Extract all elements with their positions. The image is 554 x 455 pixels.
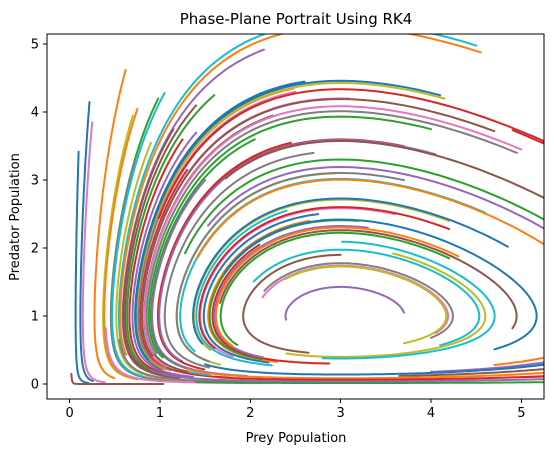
trajectory-line [124, 104, 198, 379]
trajectory-line [131, 131, 198, 378]
trajectory-line [70, 372, 165, 385]
x-axis: 0 1 2 3 4 5 [65, 399, 526, 421]
trajectory-line [119, 34, 482, 356]
trajectory-line [149, 368, 544, 383]
trajectory-line [263, 262, 454, 339]
trajectory-line [207, 166, 544, 373]
trajectory-line [122, 128, 181, 380]
chart-title: Phase-Plane Portrait Using RK4 [180, 10, 413, 28]
trajectory-line [211, 243, 331, 365]
trajectory-line [184, 158, 544, 370]
trajectory-line [195, 381, 544, 384]
trajectory-line [321, 240, 496, 360]
trajectory-line [204, 363, 544, 376]
x-tick-label: 4 [427, 406, 435, 421]
y-tick-label: 0 [31, 378, 39, 393]
trajectory-line [147, 115, 432, 359]
trajectory-line [219, 229, 518, 330]
trajectory-line [242, 253, 342, 354]
y-tick-label: 4 [31, 106, 39, 121]
trajectory-line [74, 150, 90, 385]
trajectory-line [217, 129, 544, 381]
trajectory-line [284, 285, 405, 321]
trajectory-line [111, 92, 166, 378]
x-tick-label: 1 [156, 406, 164, 421]
trajectories [70, 34, 544, 385]
trajectory-line [93, 69, 127, 380]
trajectory-line [163, 151, 315, 369]
trajectory-line [134, 79, 442, 361]
trajectory-line [110, 160, 187, 383]
x-tick-label: 0 [65, 406, 73, 421]
y-tick-label: 3 [31, 174, 39, 189]
trajectory-line [219, 231, 451, 346]
trajectory-line [195, 209, 288, 367]
y-axis-label: Predator Population [8, 153, 23, 281]
trajectory-line [141, 98, 496, 357]
y-axis: 0 1 2 3 4 5 [31, 38, 47, 393]
trajectory-line [126, 94, 216, 377]
trajectory-line [252, 248, 481, 347]
trajectory-line [157, 88, 544, 379]
trajectory-line [117, 34, 478, 356]
trajectory-line [198, 206, 451, 350]
x-tick-label: 3 [337, 406, 345, 421]
x-tick-label: 2 [246, 406, 254, 421]
trajectory-line [135, 82, 446, 361]
trajectory-line [224, 140, 544, 377]
trajectory-line [192, 197, 509, 345]
trajectory-line [81, 121, 106, 384]
x-axis-label: Prey Population [246, 431, 347, 446]
trajectory-line [145, 110, 518, 355]
trajectory-line [285, 252, 487, 358]
trajectory-line [79, 101, 94, 382]
y-tick-label: 1 [31, 310, 39, 325]
y-tick-label: 2 [31, 242, 39, 257]
x-tick-label: 5 [517, 406, 525, 421]
trajectory-line [128, 138, 192, 379]
trajectory-line [175, 172, 405, 363]
trajectory-line [284, 265, 448, 345]
trajectory-line [196, 178, 544, 366]
trajectory-line [186, 368, 544, 380]
trajectory-line [143, 105, 523, 355]
trajectory-line [139, 168, 230, 379]
trajectory-line [202, 213, 320, 364]
plot-frame [46, 33, 545, 400]
y-tick-label: 5 [31, 38, 39, 53]
trajectory-line [215, 226, 460, 347]
trajectory-line [213, 225, 369, 359]
trajectory-line [223, 218, 538, 351]
